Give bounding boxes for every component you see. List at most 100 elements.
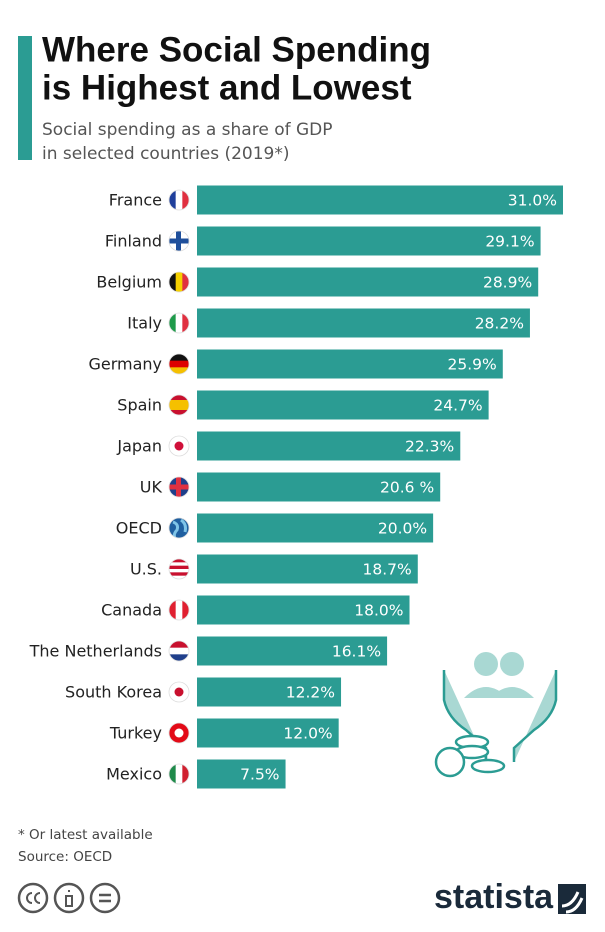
flag-part [182, 600, 189, 620]
flag-border [168, 681, 190, 703]
flag [169, 436, 189, 456]
bar [197, 472, 441, 502]
illustration [434, 652, 558, 778]
flag-border [168, 189, 190, 211]
flag [169, 682, 189, 702]
flag-part [169, 313, 177, 333]
brand: statista [434, 878, 554, 916]
flag [169, 723, 189, 743]
bar [197, 185, 563, 215]
value-label: 12.2% [286, 684, 335, 702]
bar [197, 349, 503, 379]
flag-part [182, 190, 189, 210]
flag-part [169, 565, 189, 570]
flag-part [169, 575, 189, 579]
flag-part [175, 313, 183, 333]
flag-border [168, 599, 190, 621]
flag-border [168, 763, 190, 785]
bar [197, 513, 434, 543]
flag-border [168, 394, 190, 416]
footnote: * Or latest available [18, 827, 153, 843]
value-label: 12.0% [283, 725, 332, 743]
y-tick-label: Italy [127, 314, 162, 333]
flag [169, 764, 189, 784]
title-accent [18, 36, 32, 160]
value-label: 31.0% [508, 192, 557, 210]
flag-part [169, 572, 189, 577]
bar [197, 718, 339, 748]
y-tick-label: South Korea [65, 683, 162, 702]
chart-subtitle: in selected countries (2019*) [42, 144, 290, 164]
flag [169, 641, 189, 661]
flag-part [169, 641, 189, 649]
flag [169, 559, 189, 579]
flag [169, 272, 189, 292]
bar [197, 636, 388, 666]
flag-border [168, 476, 190, 498]
y-tick-label: Germany [88, 355, 162, 374]
flag-border [168, 640, 190, 662]
flag-part [169, 367, 189, 374]
bar [197, 677, 342, 707]
value-label: 28.9% [483, 274, 532, 292]
flag-part [169, 569, 189, 573]
flag [169, 354, 189, 374]
value-label: 25.9% [448, 356, 497, 374]
y-tick-label: The Netherlands [29, 642, 162, 661]
value-label: 7.5% [240, 766, 279, 784]
flag-part [182, 313, 189, 333]
flag-part [172, 518, 187, 538]
flag-border [168, 722, 190, 744]
flag-part [169, 272, 177, 292]
flag-part [169, 562, 189, 567]
flag-part [169, 190, 177, 210]
bar [197, 390, 489, 420]
bar [197, 308, 530, 338]
chart-subtitle: Social spending as a share of GDP [42, 120, 333, 140]
bar [197, 554, 418, 584]
bar [197, 595, 410, 625]
flag-part [169, 559, 189, 563]
y-tick-label: France [109, 191, 162, 210]
chart-title: is Highest and Lowest [42, 68, 412, 107]
y-tick-label: U.S. [130, 560, 162, 579]
flag [169, 231, 189, 251]
flag-part [169, 654, 189, 661]
y-tick-label: Spain [117, 396, 162, 415]
flag-part [176, 231, 181, 251]
flag-part [174, 728, 184, 738]
license-icons [17, 882, 121, 914]
flag [169, 395, 189, 415]
value-label: 18.7% [363, 561, 412, 579]
flag-border [168, 558, 190, 580]
brand-logo-mark [561, 891, 584, 914]
flag [169, 600, 189, 620]
y-tick-label: Finland [105, 232, 162, 251]
flag-part [176, 477, 181, 497]
flag-border [168, 435, 190, 457]
flag-border [168, 353, 190, 375]
flag-part [169, 400, 189, 406]
flag [169, 313, 189, 333]
flag-part [169, 600, 177, 620]
y-tick-label: Mexico [106, 765, 162, 784]
flag-part [175, 600, 183, 620]
flag-part [169, 647, 189, 655]
flag-border [168, 271, 190, 293]
flag-part [169, 354, 189, 362]
value-label: 24.7% [433, 397, 482, 415]
value-label: 29.1% [485, 233, 534, 251]
y-tick-label: Belgium [96, 273, 162, 292]
value-label: 20.6 % [380, 479, 434, 497]
flag-part [174, 687, 184, 697]
value-label: 22.3% [405, 438, 454, 456]
y-tick-label: UK [140, 478, 163, 497]
source: Source: OECD [18, 849, 112, 865]
flag-part [169, 405, 189, 411]
flag [169, 518, 189, 538]
flag [169, 477, 189, 497]
flag-part [175, 764, 183, 784]
bar [197, 226, 541, 256]
flag-part [175, 190, 183, 210]
